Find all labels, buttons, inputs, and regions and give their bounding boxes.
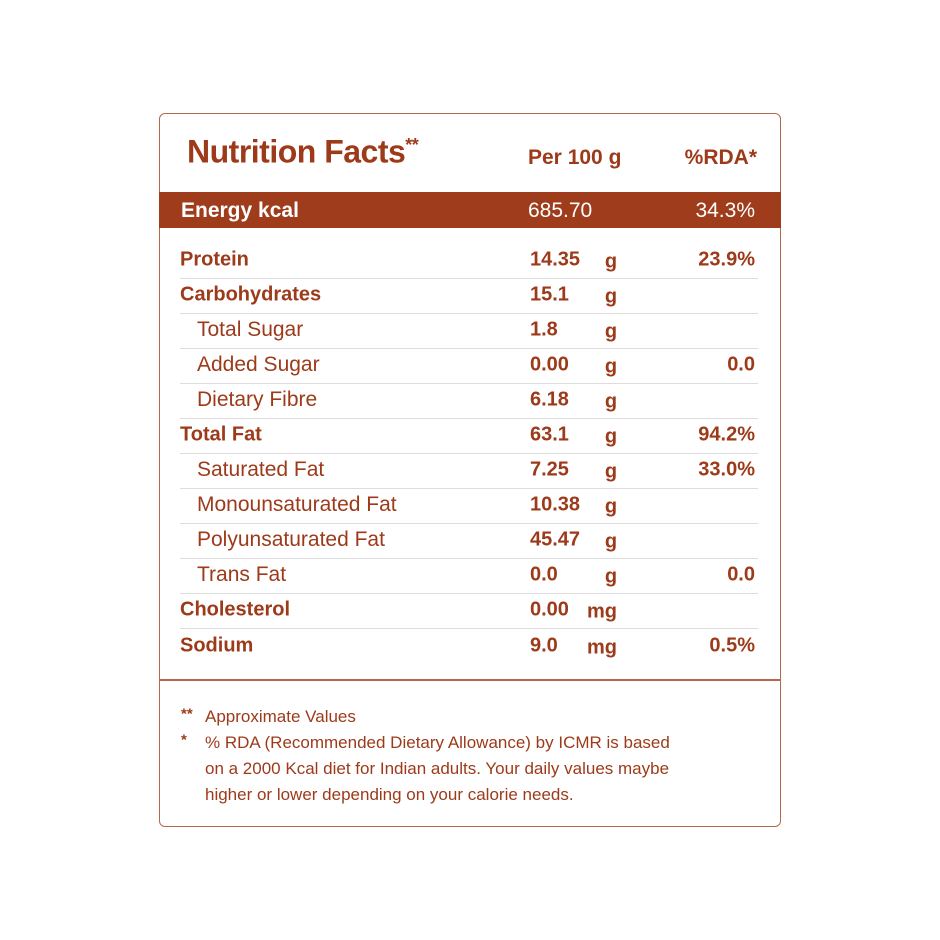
- nutrient-unit: mg: [587, 636, 617, 659]
- nutrient-rda: 0.0: [727, 563, 755, 586]
- nutrient-amount: 10.38: [530, 493, 581, 516]
- footnote-text: % RDA (Recommended Dietary Allowance) by…: [205, 733, 670, 752]
- nutrient-name: Polyunsaturated Fat: [197, 528, 385, 551]
- nutrient-amount: 14.35: [530, 248, 581, 271]
- row-separator: [180, 558, 758, 559]
- nutrient-unit: g: [604, 390, 618, 413]
- nutrient-unit: g: [604, 460, 618, 483]
- row-separator: [180, 418, 758, 419]
- energy-name: Energy kcal: [181, 199, 299, 222]
- row-separator: [180, 278, 758, 279]
- nutrient-rda: 23.9%: [698, 248, 755, 271]
- row-separator: [180, 453, 758, 454]
- divider: [159, 679, 781, 681]
- footnote-mark: *: [181, 731, 187, 749]
- title: Nutrition Facts**: [187, 133, 419, 171]
- row-separator: [180, 488, 758, 489]
- nutrient-name: Monounsaturated Fat: [197, 493, 397, 516]
- nutrient-unit: g: [604, 355, 618, 378]
- nutrient-name: Total Fat: [180, 423, 262, 446]
- nutrient-name: Total Sugar: [197, 318, 304, 341]
- energy-band: [159, 192, 781, 228]
- per-header: Per 100 g: [528, 146, 622, 169]
- nutrient-amount: 0.00: [530, 598, 569, 621]
- nutrient-amount: 9.0: [530, 634, 558, 657]
- nutrient-amount: 63.1: [530, 423, 569, 446]
- panel: [159, 113, 781, 827]
- title-text: Nutrition Facts: [187, 133, 406, 170]
- footnote-text: Approximate Values: [205, 707, 356, 726]
- nutrient-rda: 33.0%: [698, 458, 755, 481]
- nutrient-unit: g: [604, 495, 618, 518]
- row-separator: [180, 628, 758, 629]
- nutrient-unit: g: [604, 285, 618, 308]
- row-separator: [180, 593, 758, 594]
- footnote-mark: **: [181, 705, 193, 723]
- footnote-text: on a 2000 Kcal diet for Indian adults. Y…: [205, 759, 670, 778]
- nutrient-unit: g: [604, 320, 618, 343]
- energy-rda: 34.3%: [695, 199, 755, 222]
- nutrient-name: Saturated Fat: [197, 458, 325, 481]
- nutrient-name: Protein: [180, 248, 249, 271]
- nutrient-unit: mg: [587, 600, 617, 623]
- nutrient-unit: g: [604, 565, 618, 588]
- nutrient-name: Sodium: [180, 634, 254, 657]
- nutrient-amount: 6.18: [530, 388, 569, 411]
- nutrient-amount: 7.25: [530, 458, 569, 481]
- title-mark: **: [405, 134, 419, 155]
- nutrient-unit: g: [604, 530, 618, 553]
- row-separator: [180, 313, 758, 314]
- nutrient-name: Dietary Fibre: [197, 388, 318, 411]
- nutrient-rda: 94.2%: [698, 423, 755, 446]
- nutrient-unit: g: [604, 250, 618, 273]
- nutrient-rda: 0.5%: [709, 634, 755, 657]
- footnote-text: higher or lower depending on your calori…: [205, 785, 574, 804]
- nutrient-amount: 15.1: [530, 283, 569, 306]
- nutrient-amount: 0.0: [530, 563, 558, 586]
- energy-amount: 685.70: [528, 199, 593, 222]
- nutrient-unit: g: [604, 425, 618, 448]
- row-separator: [180, 348, 758, 349]
- nutrient-name: Added Sugar: [197, 353, 320, 376]
- nutrient-rda: 0.0: [727, 353, 755, 376]
- nutrient-amount: 1.8: [530, 318, 558, 341]
- nutrient-name: Trans Fat: [197, 563, 287, 586]
- nutrient-name: Cholesterol: [180, 598, 291, 621]
- nutrient-amount: 45.47: [530, 528, 581, 551]
- row-separator: [180, 383, 758, 384]
- nutrient-amount: 0.00: [530, 353, 569, 376]
- row-separator: [180, 523, 758, 524]
- nutrient-name: Carbohydrates: [180, 283, 322, 306]
- rda-header: %RDA*: [684, 146, 757, 169]
